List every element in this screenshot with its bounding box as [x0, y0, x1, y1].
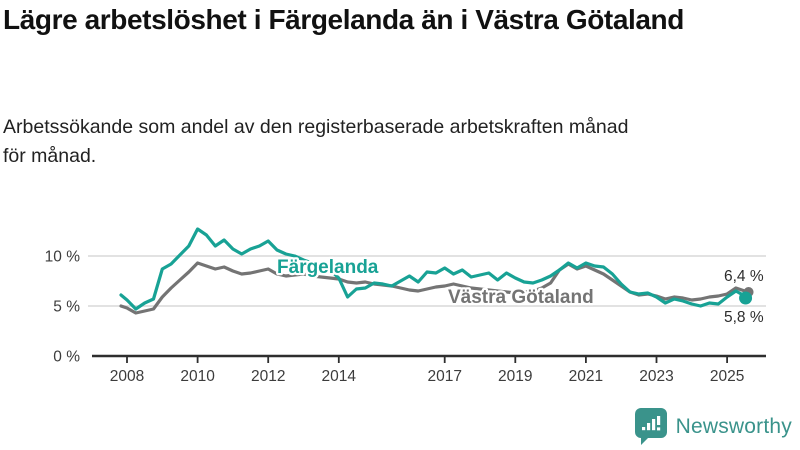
series-label-fargelanda: Färgelanda	[277, 257, 379, 278]
series-line-fargelanda	[119, 227, 750, 311]
line-chart: 2008 2010 2012 2014 2017 2019 2021 2023 2025 0 % 5…	[45, 227, 766, 385]
subtitle-line-1: Arbetssökande som andel av den registerb…	[3, 116, 629, 138]
x-tick-label: 2021	[569, 368, 603, 385]
newsworthy-wordmark: Newsworthy	[675, 415, 792, 438]
x-tick-label: 2019	[498, 368, 532, 385]
y-tick-label: 10 %	[45, 249, 81, 266]
series-label-vastra-gotaland: Västra Götaland	[448, 287, 594, 308]
x-tick-label: 2025	[710, 368, 744, 385]
x-tick-label: 2008	[110, 368, 144, 385]
x-tick-label: 2017	[427, 368, 461, 385]
end-value-fargelanda: 5,8 %	[724, 309, 764, 326]
x-tick-label: 2023	[639, 368, 673, 385]
x-tick-label: 2010	[180, 368, 215, 385]
chart-title: Lägre arbetslöshet i Färgelanda än i Väs…	[3, 4, 684, 35]
x-tick-label: 2014	[322, 368, 357, 385]
newsworthy-icon	[634, 408, 667, 445]
end-value-vastra-gotaland: 6,4 %	[724, 268, 764, 285]
subtitle-line-2: för månad.	[3, 145, 97, 168]
y-tick-label: 0 %	[53, 349, 80, 366]
x-tick-label: 2012	[251, 368, 285, 385]
newsworthy-logo: Newsworthy	[634, 407, 792, 447]
chart-subtitle: Arbetssökande som andel av den registerb…	[3, 113, 628, 172]
end-dot-fargelanda	[739, 291, 753, 305]
y-tick-label: 5 %	[53, 299, 80, 316]
